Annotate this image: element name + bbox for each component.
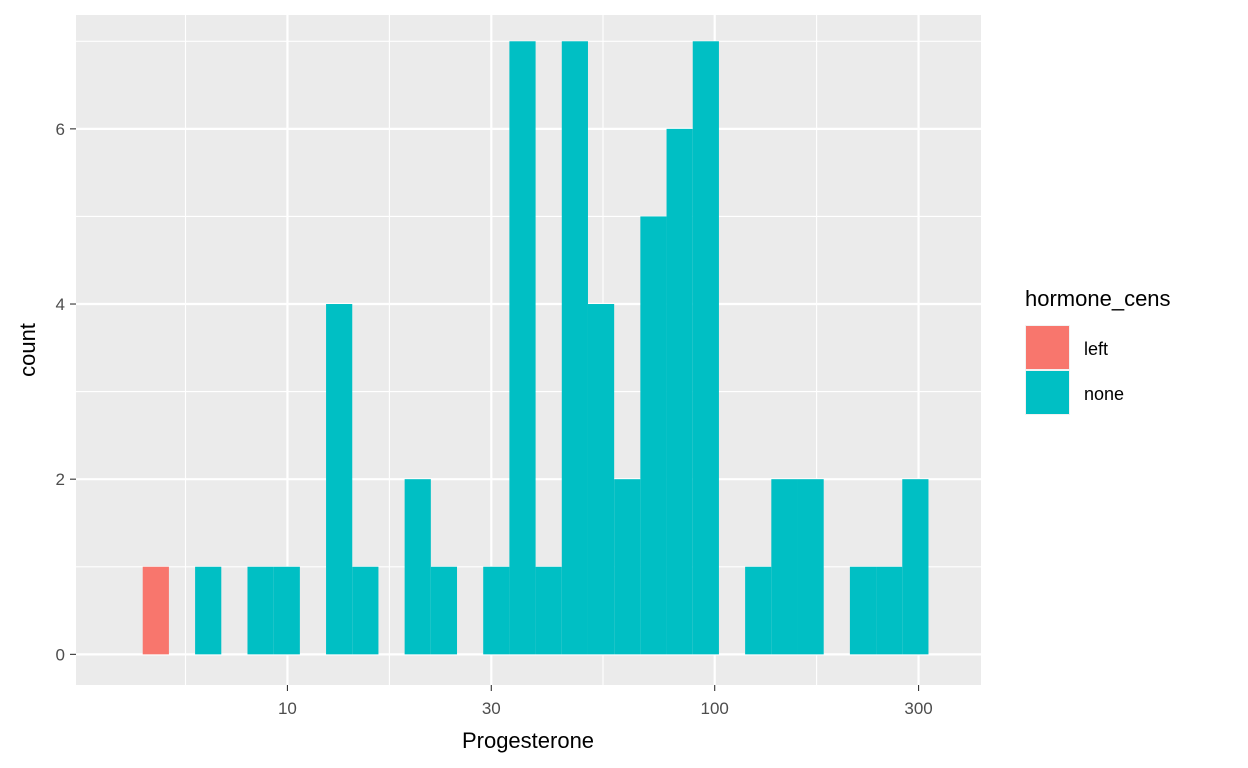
histogram-bar-none [273, 566, 300, 655]
legend-swatch-left [1026, 326, 1069, 369]
histogram-bar-none [326, 304, 353, 655]
x-tick-label: 30 [482, 699, 501, 718]
histogram-bar-none [849, 566, 877, 655]
legend-label-left: left [1084, 339, 1108, 359]
histogram-bar-none [666, 128, 693, 655]
x-tick-label: 100 [701, 699, 729, 718]
x-axis-tick-labels: 10 30 100 300 [278, 699, 933, 718]
histogram-bar-none [404, 479, 431, 655]
histogram-bar-none [247, 566, 274, 655]
histogram-bar-none [771, 479, 798, 655]
histogram-bar-none [535, 566, 562, 655]
y-axis-title: count [15, 323, 40, 377]
histogram-bar-none [745, 566, 772, 655]
histogram-bar-none [797, 479, 824, 655]
y-axis-tick-labels: 0 2 4 6 [56, 120, 65, 664]
histogram-bar-none [614, 479, 641, 655]
x-tick-label: 300 [904, 699, 932, 718]
histogram-bar-none [561, 41, 588, 655]
y-tick-label: 0 [56, 645, 65, 664]
x-tick-label: 10 [278, 699, 297, 718]
histogram-bar-none [587, 304, 615, 655]
y-tick-label: 6 [56, 120, 65, 139]
histogram-bar-none [509, 41, 536, 655]
legend: hormone_cens left none [1025, 286, 1171, 415]
histogram-bar-none [876, 566, 903, 655]
histogram-bar-none [692, 41, 719, 655]
histogram-bar-none [195, 566, 222, 655]
bars [142, 41, 929, 655]
histogram-bar-none [902, 479, 929, 655]
histogram-bar-none [483, 566, 510, 655]
y-tick-label: 2 [56, 470, 65, 489]
y-tick-label: 4 [56, 295, 65, 314]
histogram-bar-none [640, 216, 667, 655]
histogram-bar-none [430, 566, 458, 655]
legend-label-none: none [1084, 384, 1124, 404]
x-axis-title: Progesterone [462, 728, 594, 753]
histogram-bar-left [142, 566, 169, 655]
legend-title: hormone_cens [1025, 286, 1171, 311]
histogram-bar-none [352, 566, 379, 655]
x-axis-ticks [286, 685, 920, 691]
legend-swatch-none [1026, 371, 1069, 414]
y-axis-ticks [70, 128, 76, 655]
